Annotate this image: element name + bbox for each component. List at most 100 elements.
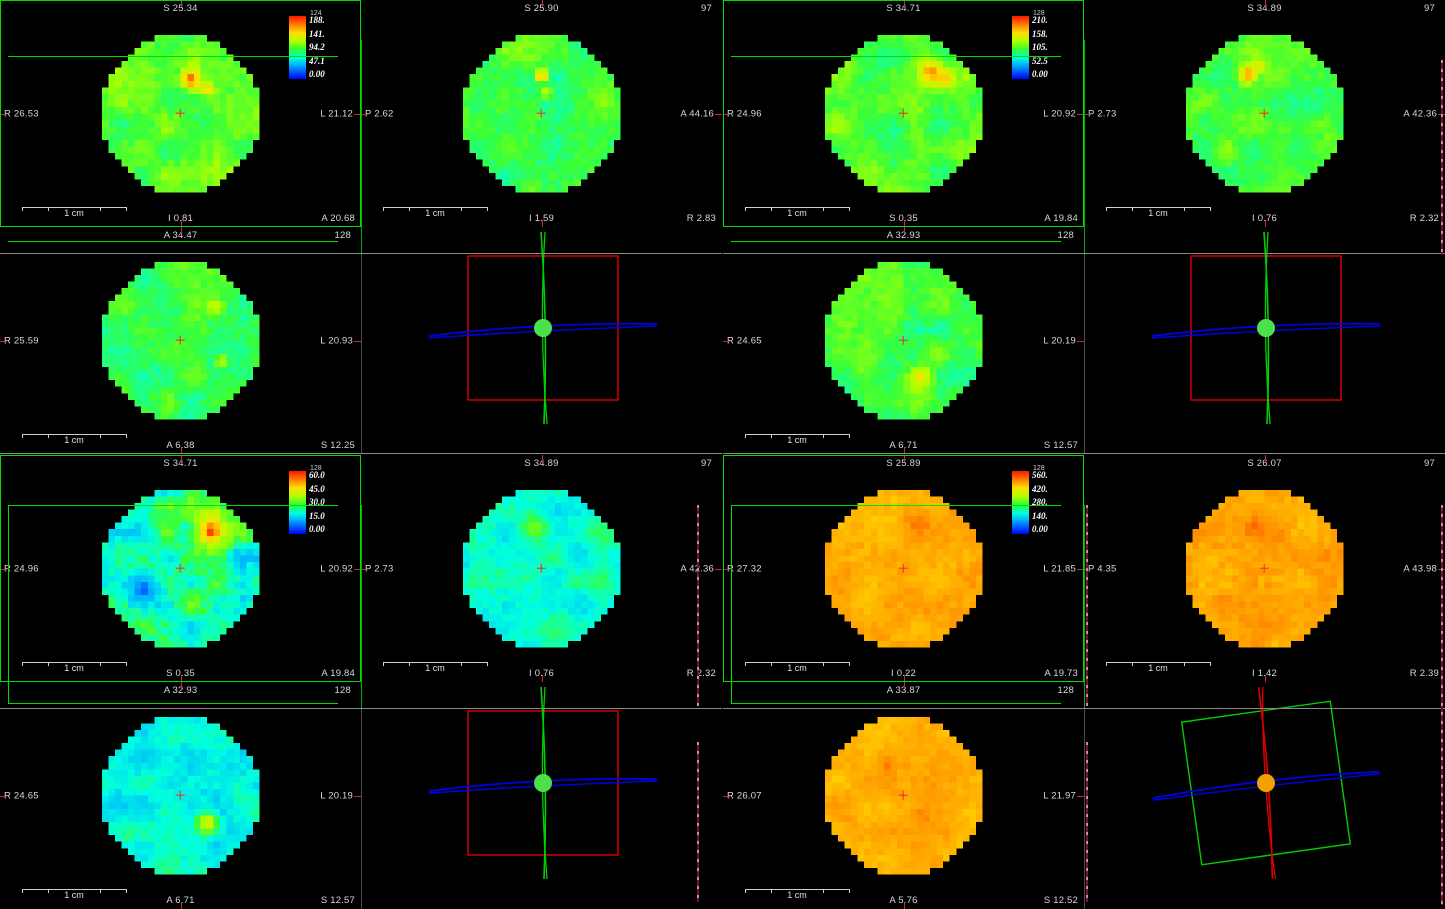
image-disc[interactable] — [94, 27, 267, 200]
scale-bar-label: 1 cm — [62, 208, 86, 218]
colorbar-tick-label: 280. — [1032, 497, 1048, 507]
scale-bar-pip — [126, 434, 127, 438]
guide-tick — [697, 886, 699, 889]
guide-tick — [1441, 784, 1443, 787]
orientation-widget[interactable] — [1084, 682, 1445, 909]
map-c-coronal-2-viewport[interactable]: S 34.89 97 P 2.73 A 42.36 I 0.76 R 2.32 1 cm — [361, 455, 722, 682]
orientation-widget[interactable] — [1084, 227, 1445, 454]
orientation-tick — [903, 227, 905, 234]
image-disc[interactable] — [817, 27, 990, 200]
guide-tick — [1086, 814, 1088, 817]
orientation-widget[interactable] — [361, 227, 722, 454]
image-disc[interactable] — [455, 27, 628, 200]
label-orientation-bottom-right: A 19.84 — [321, 668, 355, 679]
map-d-orientation-widget-viewport[interactable] — [1084, 682, 1445, 909]
widget-center-sphere — [1257, 774, 1275, 792]
scroll-guide-right[interactable] — [1441, 505, 1443, 905]
scale-bar: 1 cm — [745, 207, 850, 218]
image-disc[interactable] — [94, 709, 267, 882]
colorbar[interactable]: 560. 420. 280. 140. 0.00 128 — [1012, 465, 1068, 537]
guide-tick — [697, 841, 699, 844]
guide-tick — [697, 541, 699, 544]
scale-bar-label: 1 cm — [785, 208, 809, 218]
scroll-guide-right[interactable] — [1441, 60, 1443, 255]
image-disc[interactable] — [817, 254, 990, 427]
viewport-divider-h — [723, 453, 1445, 454]
orientation-tick — [180, 447, 182, 454]
scale-bar-pip — [823, 662, 824, 666]
active-frame-top — [731, 505, 1061, 506]
image-disc[interactable] — [1178, 27, 1351, 200]
map-b-orientation-widget-viewport[interactable] — [1084, 227, 1445, 454]
orientation-tick — [1077, 568, 1084, 570]
image-disc[interactable] — [94, 482, 267, 655]
map-a-axial-viewport[interactable]: A 34.47 128 R 25.59 L 20.93 A 6.38 S 12.25 1 … — [0, 227, 361, 454]
orientation-tick — [180, 902, 182, 909]
map-b-axial-viewport[interactable]: A 32.93 128 R 24.65 L 20.19 A 6.71 S 12.57 1 … — [723, 227, 1084, 454]
scale-bar-pip — [383, 207, 384, 211]
crosshair-marker — [1260, 564, 1269, 573]
label-orientation-bottom-right: A 19.84 — [1044, 213, 1078, 224]
scale-bar-pip — [1184, 662, 1185, 666]
guide-tick — [1441, 811, 1443, 814]
guide-tick — [1441, 505, 1443, 508]
label-orientation-right: L 20.92 — [320, 563, 353, 574]
label-superior-top: S 34.89 — [524, 458, 559, 469]
map-a-coronal-2-viewport[interactable]: S 25.90 97 P 2.62 A 44.16 I 1.59 R 2.83 1 cm — [361, 0, 722, 227]
orientation-tick — [723, 340, 730, 342]
scroll-guide-mid[interactable] — [1086, 742, 1088, 902]
colorbar[interactable]: 60.0 45.0 30.0 15.0 0.00 128 — [289, 465, 345, 537]
image-disc[interactable] — [817, 709, 990, 882]
map-a-orientation-widget-viewport[interactable] — [361, 227, 722, 454]
scroll-guide-left[interactable] — [697, 742, 699, 902]
image-disc[interactable] — [817, 482, 990, 655]
label-orientation-left: R 24.96 — [4, 563, 39, 574]
guide-tick — [1086, 550, 1088, 553]
map-d-coronal-2-viewport[interactable]: S 26.07 97 P 4.35 A 43.98 I 1.42 R 2.39 1 cm — [1084, 455, 1445, 682]
guide-tick — [1441, 829, 1443, 832]
map-a-coronal-viewport[interactable]: S 25.34 R 26.53 L 21.12 I 0.81 A 20.68 1 cm … — [0, 0, 361, 227]
orientation-tick — [0, 113, 7, 115]
scale-bar-pip — [771, 889, 772, 893]
map-c-orientation-widget-viewport[interactable] — [361, 682, 722, 909]
colorbar[interactable]: 210. 158. 105. 52.5 0.00 128 — [1012, 10, 1068, 82]
orientation-tick — [715, 568, 722, 570]
image-disc[interactable] — [1178, 482, 1351, 655]
map-c-coronal-viewport[interactable]: S 34.71 R 24.96 L 20.92 S 0.35 A 19.84 1 cm … — [0, 455, 361, 682]
scale-bar-pip — [1106, 207, 1107, 211]
scale-bar-pip — [1132, 662, 1133, 666]
scale-bar-label: 1 cm — [1146, 208, 1170, 218]
guide-tick — [1086, 685, 1088, 688]
colorbar-tick-label: 0.00 — [1032, 69, 1048, 79]
map-d-axial-viewport[interactable]: A 33.87 128 R 26.07 L 21.97 A 5.76 S 12.52 1 … — [723, 682, 1084, 909]
orientation-tick — [1084, 113, 1091, 115]
viewport-divider-v — [361, 254, 362, 453]
map-c-axial-viewport[interactable]: A 32.93 128 R 24.65 L 20.19 A 6.71 S 12.57 1 … — [0, 682, 361, 909]
colorbar[interactable]: 188. 141. 94.2 47.1 0.00 124 — [289, 10, 345, 82]
guide-tick — [1441, 694, 1443, 697]
active-frame-bottom — [731, 703, 1061, 704]
map-d-coronal-viewport[interactable]: S 25.89 R 27.32 L 21.85 I 0.22 A 19.73 1 cm … — [723, 455, 1084, 682]
orientation-tick — [723, 568, 730, 570]
label-orientation-left: R 25.59 — [4, 335, 39, 346]
map-b-coronal-2-viewport[interactable]: S 34.89 97 P 2.73 A 42.36 I 0.76 R 2.32 1 cm — [1084, 0, 1445, 227]
label-slice-index: 97 — [1424, 458, 1435, 469]
label-orientation-bottom-right: R 2.32 — [686, 668, 716, 679]
scale-bar-pip — [383, 662, 384, 666]
scale-bar: 1 cm — [1106, 207, 1211, 218]
scroll-guide-left[interactable] — [697, 505, 699, 706]
orientation-tick — [180, 227, 182, 234]
image-disc[interactable] — [455, 482, 628, 655]
guide-tick — [1441, 78, 1443, 81]
scale-bar-pip — [48, 434, 49, 438]
label-superior-top: S 25.89 — [886, 458, 921, 469]
map-b-coronal-viewport[interactable]: S 34.71 R 24.96 L 20.92 S 0.35 A 19.84 1 cm … — [723, 0, 1084, 227]
guide-tick — [697, 505, 699, 508]
guide-tick — [1086, 532, 1088, 535]
scale-bar-pip — [771, 434, 772, 438]
guide-tick — [1086, 796, 1088, 799]
image-disc[interactable] — [94, 254, 267, 427]
guide-tick — [1086, 886, 1088, 889]
orientation-widget[interactable] — [361, 682, 722, 909]
scroll-guide-mid[interactable] — [1086, 505, 1088, 706]
